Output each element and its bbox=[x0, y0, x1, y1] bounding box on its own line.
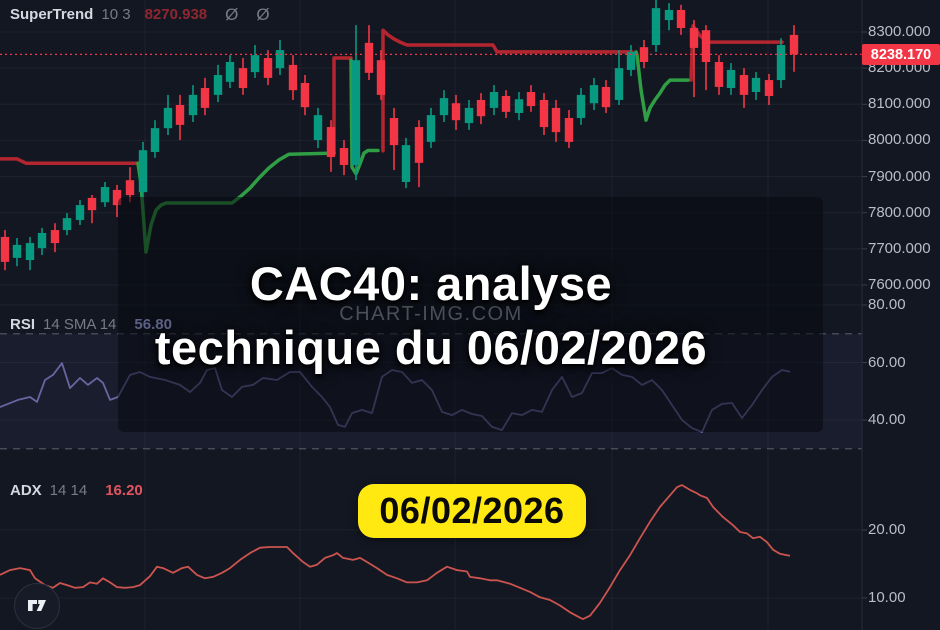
supertrend-legend[interactable]: SuperTrend 10 3 8270.938 Ø Ø bbox=[10, 6, 270, 23]
adx-value: 16.20 bbox=[105, 482, 143, 499]
price-axis-label: 7800.000 bbox=[868, 203, 931, 221]
rsi-params: 14 SMA 14 bbox=[43, 316, 117, 333]
tradingview-logo[interactable] bbox=[14, 583, 60, 629]
supertrend-name: SuperTrend bbox=[10, 6, 94, 23]
price-axis-label: 8000.000 bbox=[868, 131, 931, 149]
rsi-legend[interactable]: RSI 14 SMA 14 56.80 bbox=[10, 316, 172, 333]
tradingview-logo-icon bbox=[28, 600, 46, 611]
price-axis-label: 8300.000 bbox=[868, 23, 931, 40]
hidden-value-icon[interactable]: Ø bbox=[225, 5, 239, 24]
last-price-label: 8238.170 bbox=[862, 44, 940, 65]
supertrend-value: 8270.938 bbox=[144, 6, 208, 23]
adx-legend[interactable]: ADX 14 14 16.20 bbox=[10, 482, 143, 499]
adx-axis-label: 20.00 bbox=[868, 521, 906, 538]
rsi-axis-label: 80.00 bbox=[868, 296, 906, 313]
rsi-name: RSI bbox=[10, 316, 36, 333]
adx-axis-label: 10.00 bbox=[868, 589, 906, 606]
title-backdrop bbox=[118, 197, 823, 432]
price-axis-label: 7600.000 bbox=[868, 276, 931, 293]
price-axis-label: 7900.000 bbox=[868, 167, 931, 185]
price-axis-label: 7700.000 bbox=[868, 239, 931, 257]
price-axis-label: 8400.000 bbox=[868, 0, 931, 5]
rsi-axis-label: 60.00 bbox=[868, 353, 906, 371]
adx-params: 14 14 bbox=[49, 482, 88, 499]
adx-name: ADX bbox=[10, 482, 42, 499]
title-line-1: CAC40: analyse bbox=[249, 257, 613, 310]
page-title: CAC40: analyse technique du 06/02/2026 bbox=[0, 252, 862, 380]
price-axis-label: 8100.000 bbox=[868, 95, 931, 113]
supertrend-params: 10 3 bbox=[101, 6, 131, 23]
rsi-value: 56.80 bbox=[134, 316, 172, 333]
date-badge: 06/02/2026 bbox=[358, 484, 586, 538]
title-line-2: technique du 06/02/2026 bbox=[154, 321, 708, 374]
hidden-value-icon[interactable]: Ø bbox=[256, 5, 270, 24]
chart-img-watermark: CHART-IMG.COM bbox=[339, 303, 523, 325]
rsi-axis-label: 40.00 bbox=[868, 411, 906, 428]
